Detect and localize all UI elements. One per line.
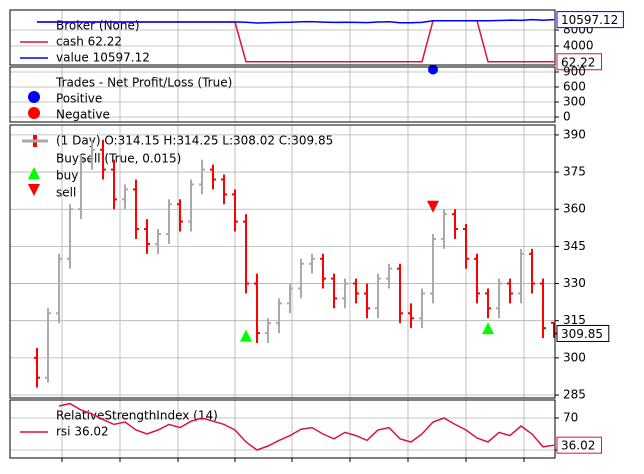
value-label-box <box>556 436 602 454</box>
y-tick-label: 300 <box>563 95 586 109</box>
line-series <box>37 18 555 24</box>
legend-label: rsi 36.02 <box>56 425 109 439</box>
y-tick-label: 315 <box>563 313 586 327</box>
value-label-box <box>556 324 610 342</box>
legend-icon <box>28 167 40 179</box>
y-tick-label: 330 <box>563 276 586 290</box>
value-label: 10597.12 <box>561 13 618 27</box>
y-tick-label: 345 <box>563 239 586 253</box>
y-tick-label: 285 <box>563 388 586 402</box>
value-label: 36.02 <box>561 439 595 453</box>
y-tick-label: 390 <box>563 127 586 141</box>
y-tick-label: 4000 <box>563 39 594 53</box>
value-label-box <box>556 11 624 29</box>
y-tick-label: 375 <box>563 165 586 179</box>
panel-frame <box>9 9 556 66</box>
trade-marker <box>428 64 438 75</box>
legend-icon <box>28 91 40 103</box>
buy-marker <box>482 322 494 335</box>
legend-title: Trades - Net Profit/Loss (True) <box>55 76 232 90</box>
line-series <box>58 402 555 451</box>
legend-title: RelativeStrengthIndex (14) <box>56 409 218 423</box>
value-label-box <box>556 53 602 71</box>
y-tick-label: 70 <box>563 411 578 425</box>
panel-frame <box>9 124 556 399</box>
panel-frame <box>9 399 556 459</box>
legend-label: Negative <box>56 108 110 122</box>
value-label: 309.85 <box>561 327 603 341</box>
y-tick-label: 0 <box>563 110 571 124</box>
buy-marker <box>240 329 252 342</box>
y-tick-label: 600 <box>563 80 586 94</box>
legend-title: (1 Day) O:314.15 H:314.25 L:308.02 C:309… <box>56 134 333 148</box>
legend-icon <box>28 184 40 196</box>
sell-marker <box>427 200 439 213</box>
y-tick-label: 300 <box>563 350 586 364</box>
legend-label: buy <box>56 169 78 183</box>
y-tick-label: 900 <box>563 65 586 79</box>
legend-label: value 10597.12 <box>56 51 150 65</box>
legend-label: sell <box>56 186 76 200</box>
legend-title: Broker (None) <box>56 19 140 33</box>
y-tick-label: 360 <box>563 202 586 216</box>
value-label: 62.22 <box>561 55 595 69</box>
legend-subtitle: BuySell (True, 0.015) <box>56 152 181 166</box>
legend-icon <box>28 107 40 119</box>
legend-label: Positive <box>56 92 102 106</box>
panel-frame <box>9 66 556 123</box>
legend-label: cash 62.22 <box>56 35 122 49</box>
